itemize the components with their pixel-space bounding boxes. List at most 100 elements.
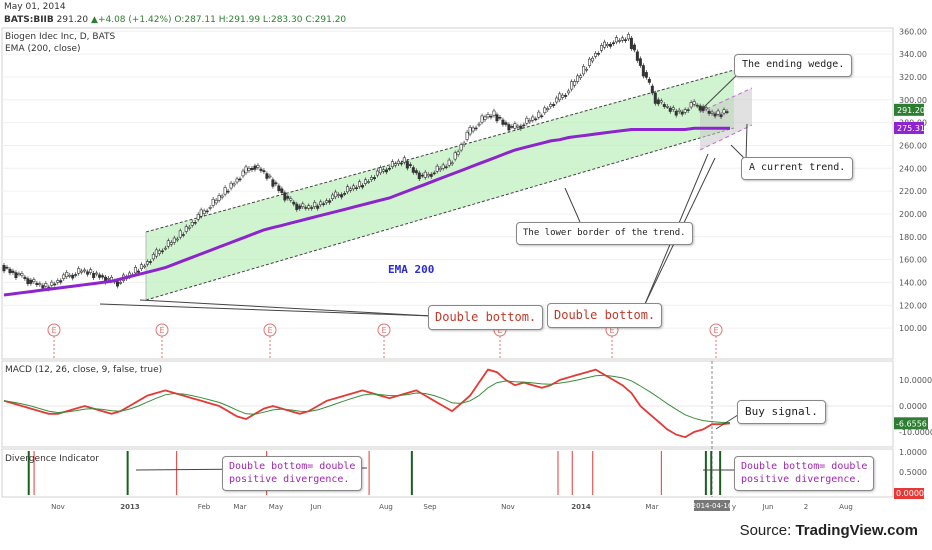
candle-body — [573, 81, 577, 86]
candle-body — [208, 207, 212, 209]
close-value: C:291.20 — [305, 15, 347, 25]
candle-body — [629, 37, 633, 49]
candle-body — [26, 278, 30, 285]
earnings-marker — [709, 323, 723, 337]
candle-body — [277, 185, 281, 191]
channel-upper-border — [145, 69, 735, 233]
candle-body — [241, 170, 245, 177]
macd-pane-title[interactable]: MACD (12, 26, close, 9, false, true) — [5, 365, 163, 375]
candle-body — [399, 162, 403, 165]
candle-body — [429, 174, 433, 177]
candle-body — [310, 207, 314, 209]
candle-body — [20, 273, 24, 276]
candle-body — [286, 196, 290, 199]
candle-body — [44, 283, 48, 287]
candle-body — [456, 151, 460, 155]
candle-body — [468, 127, 472, 135]
price-tick-label: 120.00 — [899, 301, 927, 310]
price-tick-label: 300.00 — [899, 96, 927, 105]
candle-body — [620, 37, 624, 41]
candle-body — [2, 265, 6, 272]
candle-body — [531, 116, 535, 121]
macd-tick-label: 0.0000 — [899, 402, 927, 411]
candle-body — [381, 169, 385, 172]
candle-body — [561, 94, 565, 98]
candle-body — [136, 270, 140, 273]
earnings-letter: E — [382, 326, 387, 335]
candle-body — [8, 268, 12, 274]
candle-body — [603, 41, 607, 48]
x-tick-label: 2 — [804, 503, 808, 511]
candle-body — [435, 165, 439, 172]
candle-body — [534, 118, 538, 121]
x-tick-label: Jun — [762, 503, 774, 511]
divergence-note-2: Double bottom= double positive divergenc… — [734, 456, 875, 491]
source-credit: Source: TradingView.com — [740, 522, 918, 539]
price-tick-label: 100.00 — [899, 324, 927, 333]
candle-body — [77, 268, 81, 274]
candle-body — [372, 177, 376, 180]
candle-body — [549, 104, 553, 107]
candle-body — [101, 275, 105, 278]
candle-body — [438, 167, 442, 171]
candle-body — [713, 113, 717, 117]
candle-body — [396, 160, 400, 165]
candle-body — [656, 99, 660, 105]
x-tick-label: Sep — [423, 503, 437, 511]
macd-value-tag — [894, 417, 928, 430]
candle-body — [268, 175, 272, 178]
candle-body — [632, 44, 636, 51]
candle-body — [653, 92, 657, 104]
ema-indicator-title[interactable]: EMA (200, close) — [5, 44, 81, 54]
symbol[interactable]: BATS:BIIB — [4, 15, 54, 25]
wedge-lower-border — [699, 124, 753, 151]
macd-pane[interactable] — [1, 360, 894, 448]
trend-channel — [146, 70, 734, 300]
candle-body — [65, 272, 69, 278]
candle-body — [226, 190, 230, 193]
candle-body — [405, 161, 409, 169]
divergence-pane-title[interactable]: Divergence Indicator — [5, 454, 99, 464]
candle-body — [543, 107, 547, 114]
candle-body — [614, 37, 618, 43]
divergence-pane[interactable] — [1, 448, 894, 498]
divergence-tick-label: 1.0000 — [899, 448, 927, 457]
candle-body — [716, 110, 720, 115]
price-tick-label: 260.00 — [899, 141, 927, 150]
candle-body — [719, 114, 723, 118]
candle-body — [650, 85, 654, 94]
double-bottom-note-2: Double bottom. — [547, 303, 663, 328]
candle-body — [80, 270, 84, 273]
candle-body — [232, 183, 236, 186]
candle-body — [555, 97, 559, 103]
candle-body — [304, 207, 308, 209]
x-tick-label: Feb — [198, 503, 211, 511]
ema-200-line — [3, 126, 730, 297]
candle-body — [564, 94, 568, 97]
candle-body — [23, 276, 27, 279]
candle-body — [151, 254, 155, 260]
price-pane[interactable] — [1, 27, 894, 360]
candle-body — [411, 167, 415, 173]
candle-body — [608, 43, 612, 47]
header-date: May 01, 2014 — [4, 2, 66, 12]
candle-body — [322, 203, 326, 205]
price-tick-label: 140.00 — [899, 278, 927, 287]
candle-body — [116, 281, 120, 287]
x-tick-label: Nov — [501, 503, 515, 511]
candle-body — [477, 123, 481, 126]
price-change: +4.08 (+1.42%) — [97, 15, 172, 25]
wedge-upper-border — [699, 87, 753, 113]
candle-body — [522, 124, 526, 127]
candle-body — [280, 188, 284, 193]
candle-body — [160, 250, 164, 253]
candle-body — [528, 120, 532, 123]
candle-body — [710, 111, 714, 114]
candle-body — [89, 269, 93, 273]
source-brand[interactable]: TradingView.com — [795, 522, 918, 539]
candle-body — [420, 174, 424, 177]
candle-body — [441, 164, 445, 169]
candle-body — [325, 200, 329, 203]
source-prefix: Source: — [739, 522, 796, 539]
